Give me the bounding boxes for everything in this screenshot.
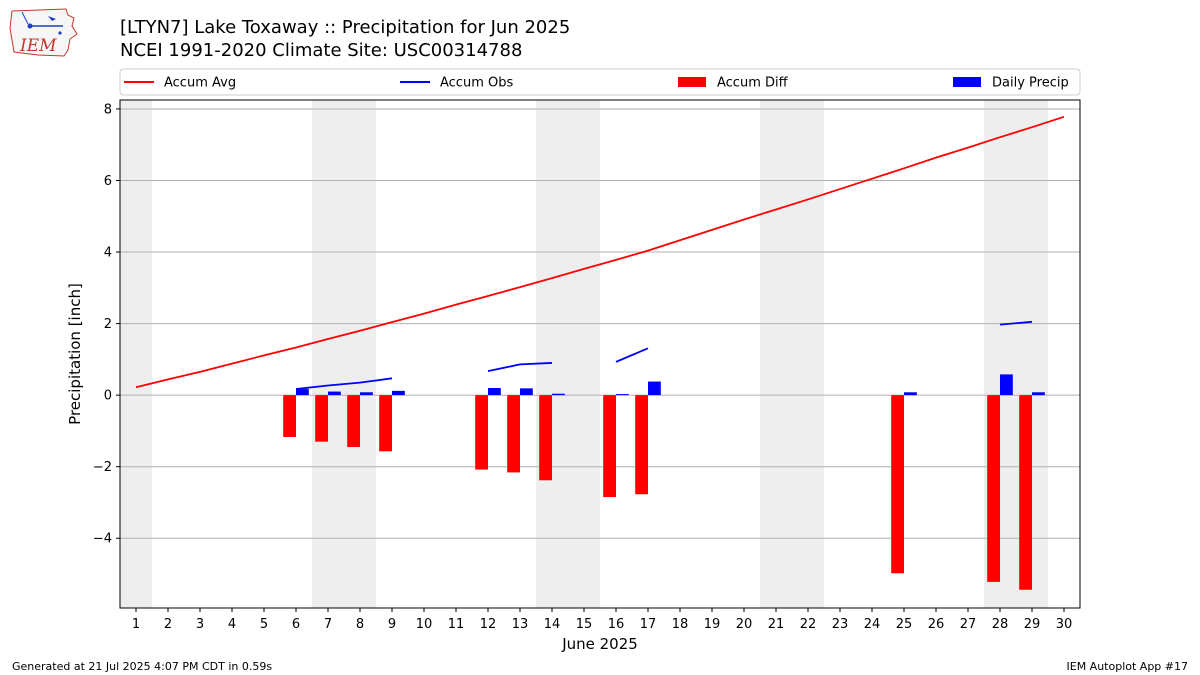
y-tick-label: 6 bbox=[104, 174, 112, 189]
y-tick-label: 8 bbox=[104, 102, 112, 117]
x-tick-label: 21 bbox=[768, 617, 785, 632]
accum-diff-bar bbox=[379, 395, 392, 452]
x-tick-label: 29 bbox=[1024, 617, 1041, 632]
x-tick-label: 13 bbox=[512, 617, 529, 632]
y-axis-label: Precipitation [inch] bbox=[66, 283, 84, 425]
x-tick-label: 19 bbox=[704, 617, 721, 632]
x-tick-label: 16 bbox=[608, 617, 625, 632]
accum-obs-line bbox=[295, 377, 393, 390]
accum-obs-line bbox=[487, 362, 553, 373]
x-tick-label: 8 bbox=[356, 617, 364, 632]
weekend-shading bbox=[760, 100, 824, 608]
accum-obs-line bbox=[615, 347, 649, 363]
accum-diff-bar bbox=[315, 395, 328, 442]
x-tick-label: 2 bbox=[164, 617, 172, 632]
weekend-shading bbox=[120, 100, 152, 608]
x-tick-label: 12 bbox=[480, 617, 497, 632]
accum-diff-bar bbox=[539, 395, 552, 481]
y-tick-label: 4 bbox=[104, 246, 112, 261]
x-tick-label: 20 bbox=[736, 617, 753, 632]
app-footer: IEM Autoplot App #17 bbox=[1066, 660, 1189, 673]
x-tick-label: 25 bbox=[896, 617, 913, 632]
daily-precip-bar bbox=[360, 392, 373, 396]
plot-frame bbox=[119, 99, 1081, 609]
accum-diff-bar bbox=[347, 395, 360, 448]
accum-diff-bar bbox=[475, 395, 488, 470]
daily-precip-bar bbox=[296, 389, 309, 396]
accum-diff-bar bbox=[891, 395, 904, 574]
x-tick-label: 3 bbox=[196, 617, 204, 632]
daily-precip-bar bbox=[616, 394, 629, 396]
daily-precip-bar bbox=[488, 387, 501, 396]
accum-diff-bar bbox=[987, 395, 1000, 582]
x-tick-label: 1 bbox=[132, 617, 140, 632]
generated-footer: Generated at 21 Jul 2025 4:07 PM CDT in … bbox=[12, 660, 273, 673]
x-tick-label: 28 bbox=[992, 617, 1009, 632]
daily-precip-bar bbox=[1032, 392, 1045, 396]
x-tick-label: 14 bbox=[544, 617, 561, 632]
chart-title: [LTYN7] Lake Toxaway :: Precipitation fo… bbox=[120, 17, 571, 38]
accum-diff-bar bbox=[507, 395, 520, 473]
daily-precip-bar bbox=[1000, 374, 1013, 396]
x-tick-label: 4 bbox=[228, 617, 236, 632]
y-tick-label: −2 bbox=[93, 460, 112, 475]
x-tick-label: 17 bbox=[640, 617, 657, 632]
x-tick-label: 11 bbox=[448, 617, 465, 632]
legend-box bbox=[119, 68, 1081, 96]
accum-diff-bar bbox=[283, 395, 296, 437]
x-tick-label: 15 bbox=[576, 617, 593, 632]
legend-label: Accum Diff bbox=[717, 76, 789, 91]
weekend-shading bbox=[536, 100, 600, 608]
x-tick-label: 18 bbox=[672, 617, 689, 632]
y-tick-label: −4 bbox=[93, 532, 112, 547]
daily-precip-bar bbox=[328, 391, 341, 396]
legend-swatch-bar bbox=[678, 77, 706, 87]
legend-swatch-bar bbox=[953, 77, 981, 87]
x-tick-label: 27 bbox=[960, 617, 977, 632]
x-tick-label: 6 bbox=[292, 617, 300, 632]
daily-precip-bar bbox=[552, 393, 565, 396]
legend-label: Accum Obs bbox=[440, 76, 513, 91]
accum-diff-bar bbox=[603, 395, 616, 498]
accum-diff-bar bbox=[635, 395, 648, 495]
x-tick-label: 9 bbox=[388, 617, 396, 632]
y-tick-label: 0 bbox=[104, 389, 112, 404]
x-tick-label: 22 bbox=[800, 617, 817, 632]
accum-avg-line bbox=[135, 115, 1065, 389]
chart-subtitle: NCEI 1991-2020 Climate Site: USC00314788 bbox=[120, 40, 523, 61]
daily-precip-bar bbox=[520, 388, 533, 396]
y-tick-label: 2 bbox=[104, 317, 112, 332]
legend-label: Daily Precip bbox=[992, 76, 1069, 91]
daily-precip-bar bbox=[904, 392, 917, 396]
accum-obs-line bbox=[999, 320, 1033, 326]
daily-precip-bar bbox=[648, 381, 661, 396]
weekend-shading bbox=[312, 100, 376, 608]
x-tick-label: 30 bbox=[1056, 617, 1073, 632]
daily-precip-bar bbox=[392, 390, 405, 396]
x-axis-label: June 2025 bbox=[561, 635, 638, 653]
x-tick-label: 26 bbox=[928, 617, 945, 632]
iem-logo: IEM bbox=[9, 8, 78, 57]
x-tick-label: 5 bbox=[260, 617, 268, 632]
legend-label: Accum Avg bbox=[164, 76, 236, 91]
logo-text: IEM bbox=[19, 36, 57, 56]
x-tick-label: 7 bbox=[324, 617, 332, 632]
x-tick-label: 10 bbox=[416, 617, 433, 632]
x-tick-label: 23 bbox=[832, 617, 849, 632]
x-tick-label: 24 bbox=[864, 617, 881, 632]
accum-diff-bar bbox=[1019, 395, 1032, 590]
